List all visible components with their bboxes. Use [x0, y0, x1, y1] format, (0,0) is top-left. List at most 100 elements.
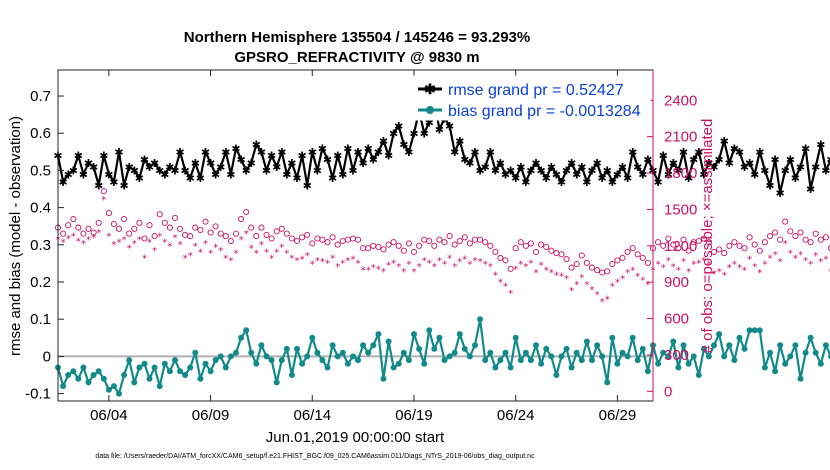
rmse-point: ✱ — [781, 165, 790, 178]
possible-obs-point — [726, 242, 733, 249]
bias-point — [477, 316, 484, 323]
y-left-tick-label: 0.6 — [30, 125, 51, 142]
assimilated-obs-point: * — [783, 239, 788, 250]
bias-point — [182, 372, 189, 378]
bias-point — [95, 368, 102, 375]
assimilated-obs-point: * — [625, 268, 630, 279]
rmse-point: ✱ — [247, 157, 256, 170]
assimilated-obs-point: * — [569, 286, 574, 297]
bias-point — [522, 349, 529, 356]
rmse-point: ✱ — [735, 146, 744, 159]
assimilated-obs-point: * — [493, 270, 498, 281]
assimilated-obs-point: * — [473, 256, 478, 267]
possible-obs-point — [141, 235, 148, 242]
assimilated-obs-point: * — [732, 260, 737, 271]
rmse-point: ✱ — [216, 161, 225, 174]
possible-obs-point — [614, 257, 621, 264]
possible-obs-point — [487, 242, 494, 249]
assimilated-obs-point: * — [218, 246, 223, 257]
bias-point — [65, 372, 72, 378]
possible-obs-point — [446, 233, 453, 240]
bias-point — [756, 327, 763, 334]
assimilated-obs-point: * — [86, 235, 91, 246]
assimilated-obs-point: * — [81, 239, 86, 250]
rmse-point: ✱ — [811, 161, 820, 174]
rmse-point: ✱ — [262, 165, 271, 178]
bias-point — [177, 368, 184, 375]
y-left-tick-label: -0.1 — [25, 386, 51, 403]
possible-obs-point — [410, 248, 418, 255]
possible-obs-point — [395, 242, 402, 249]
possible-obs-point — [258, 224, 265, 231]
bias-point — [583, 338, 590, 345]
assimilated-obs-point: * — [244, 229, 249, 240]
bias-point — [141, 360, 148, 367]
rmse-point: ✱ — [155, 165, 164, 178]
rmse-point: ✱ — [725, 157, 734, 170]
bias-point — [299, 360, 306, 367]
assimilated-obs-point: * — [666, 256, 671, 267]
possible-obs-point — [782, 218, 789, 225]
bias-point — [385, 338, 392, 345]
rmse-point: ✱ — [425, 116, 434, 129]
possible-obs-point — [212, 223, 219, 230]
rmse-point: ✱ — [420, 127, 429, 140]
assimilated-obs-point: * — [203, 239, 208, 250]
bias-point — [538, 360, 545, 367]
assimilated-obs-point: * — [712, 269, 717, 280]
possible-obs-point — [522, 242, 529, 249]
possible-obs-point — [578, 252, 585, 259]
rmse-point: ✱ — [374, 146, 383, 159]
possible-obs-point — [670, 241, 677, 248]
assimilated-obs-point: * — [178, 240, 183, 251]
assimilated-obs-point: * — [305, 251, 310, 262]
possible-obs-point — [604, 268, 611, 275]
bias-point — [339, 349, 346, 356]
assimilated-obs-point: * — [457, 257, 462, 268]
rmse-point: ✱ — [272, 161, 281, 174]
assimilated-obs-point: * — [727, 263, 732, 274]
possible-obs-point — [451, 241, 458, 248]
y-left-tick-label: 0.3 — [30, 237, 51, 254]
bias-point — [227, 353, 234, 360]
bias-point — [421, 360, 428, 367]
bias-point — [441, 357, 448, 364]
bias-point — [116, 390, 122, 397]
rmse-point: ✱ — [536, 165, 545, 178]
possible-obs-point — [365, 245, 372, 252]
bias-point — [395, 360, 402, 367]
assimilated-obs-point: * — [61, 238, 66, 249]
assimilated-obs-point: * — [686, 267, 691, 278]
assimilated-obs-point: * — [223, 253, 228, 264]
possible-obs-point — [319, 236, 326, 243]
assimilated-obs-point: * — [432, 262, 437, 273]
bias-point — [553, 372, 560, 378]
legend-label-rmse: rmse grand pr = 0.52427 — [448, 82, 624, 99]
possible-obs-point — [558, 251, 565, 258]
bias-point — [705, 353, 712, 360]
assimilated-obs-point: * — [610, 281, 615, 292]
possible-obs-point — [527, 240, 534, 247]
assimilated-obs-point: * — [513, 264, 518, 275]
bias-point — [431, 345, 438, 352]
axes-layer: 06/04 06/09 06/14 06/19 06/24 06/29 -0.1 0 0.1 0.… — [25, 69, 697, 424]
bias-point — [105, 386, 112, 393]
rmse-point: ✱ — [806, 183, 815, 196]
assimilated-obs-point: * — [752, 262, 757, 273]
bias-point — [492, 364, 499, 371]
bias-point — [797, 375, 804, 382]
rmse-point: ✱ — [669, 157, 678, 170]
rmse-point: ✱ — [79, 168, 88, 181]
rmse-point: ✱ — [69, 165, 78, 178]
x-tick-label: 06/29 — [599, 407, 637, 424]
assimilated-obs-point: * — [747, 255, 752, 266]
rmse-point: ✱ — [531, 157, 540, 170]
rmse-point: ✱ — [597, 172, 606, 185]
bias-point — [568, 364, 575, 371]
rmse-point: ✱ — [196, 172, 205, 185]
bias-point — [456, 331, 463, 338]
rmse-point: ✱ — [521, 176, 530, 189]
bias-point — [283, 345, 290, 352]
assimilated-obs-point: * — [381, 267, 386, 278]
bias-point — [772, 368, 779, 375]
